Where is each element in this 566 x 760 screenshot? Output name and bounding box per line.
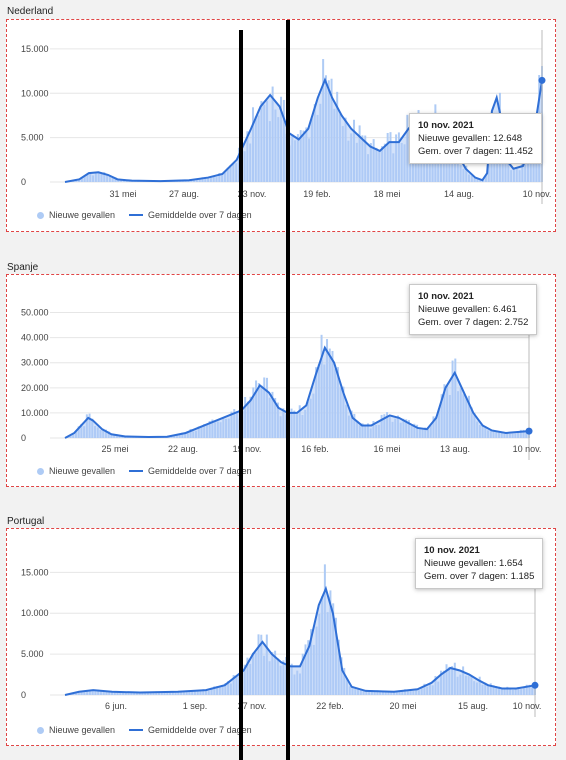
hover-point [525,427,533,435]
tooltip-cases: Nieuwe gevallen: 1.654 [424,558,523,569]
x-tick-label: 20 mei [389,701,416,711]
x-tick-label: 6 jun. [105,701,127,711]
legend-line-icon [129,214,144,216]
legend-line-icon [129,729,144,731]
vertical-marker-line [239,30,243,760]
avg-line [64,585,536,696]
chart-legend: Nieuwe gevallen Gemiddelde over 7 dagen [37,466,252,476]
x-tick-label: 14 aug. [444,189,474,199]
hover-point [531,681,539,689]
tooltip-avg: Gem. over 7 dagen: 2.752 [418,317,529,328]
tooltip-cases: Nieuwe gevallen: 12.648 [418,133,523,144]
x-tick-label: 27 nov. [238,701,267,711]
x-tick-label: 15 aug. [458,701,488,711]
x-tick-label: 16 mei [373,444,400,454]
x-tick-label: 31 mei [109,189,136,199]
tooltip-avg: Gem. over 7 dagen: 11.452 [418,146,533,157]
hover-point [538,76,546,84]
x-tick-label: 22 aug. [168,444,198,454]
vertical-marker-line [286,20,290,760]
panel-title-nederland: Nederland [7,6,54,17]
y-tick-label: 10.000 [21,88,49,98]
avg-area [65,347,529,438]
panel-title-spanje: Spanje [7,262,39,273]
chart-panel-spanje: 0 10.000 20.000 30.000 40.000 50.000 25 mei 22 … [6,274,556,487]
y-tick-label: 15.000 [21,44,49,54]
y-tick-label: 10.000 [21,608,49,618]
x-tick-label: 13 aug. [440,444,470,454]
tooltip-date: 10 nov. 2021 [418,291,474,302]
x-tick-label: 19 feb. [303,189,331,199]
x-tick-label: 18 mei [373,189,400,199]
y-tick-label: 20.000 [21,383,49,393]
legend-dot-icon [37,467,44,475]
legend-label-cases: Nieuwe gevallen [49,725,116,735]
y-tick-label: 0 [21,177,26,187]
y-tick-label: 15.000 [21,567,49,577]
x-tick-label: 10 nov. [523,189,552,199]
x-tick-label: 23 nov. [238,189,267,199]
x-tick-label: 16 feb. [301,444,329,454]
panel-title-portugal: Portugal [7,516,45,527]
chart-panel-nederland: 0 5.000 10.000 15.000 31 mei 27 aug. 23 nov. 19… [6,19,556,232]
y-tick-label: 10.000 [21,408,49,418]
x-tick-label: 10 nov. [513,701,542,711]
y-tick-label: 50.000 [21,308,49,318]
x-tick-label: 25 mei [101,444,128,454]
legend-dot-icon [37,726,44,734]
x-tick-label: 27 aug. [169,189,199,199]
legend-label-avg: Gemiddelde over 7 dagen [148,210,252,220]
tooltip-avg: Gem. over 7 dagen: 1.185 [424,571,535,582]
tooltip-cases: Nieuwe gevallen: 6.461 [418,304,517,315]
chart-legend: Nieuwe gevallen Gemiddelde over 7 dagen [37,725,252,735]
y-tick-label: 40.000 [21,333,49,343]
legend-label-avg: Gemiddelde over 7 dagen [148,466,252,476]
tooltip-date: 10 nov. 2021 [418,120,474,131]
y-tick-label: 0 [21,433,26,443]
x-tick-label: 10 nov. [513,444,542,454]
chart-svg[interactable]: 0 5.000 10.000 15.000 6 jun. 1 sep. 27 nov. 22 … [7,529,555,745]
x-tick-label: 22 feb. [316,701,344,711]
legend-label-cases: Nieuwe gevallen [49,466,116,476]
avg-line [64,345,530,439]
chart-tooltip: 10 nov. 2021 Nieuwe gevallen: 12.648 Gem… [409,113,542,164]
legend-line-icon [129,470,144,472]
avg-area [65,588,535,695]
chart-panel-portugal: 0 5.000 10.000 15.000 6 jun. 1 sep. 27 nov. 22 … [6,528,556,746]
x-tick-label: 19 nov. [233,444,262,454]
legend-dot-icon [37,211,44,219]
y-tick-label: 30.000 [21,358,49,368]
y-tick-label: 5.000 [21,649,44,659]
chart-tooltip: 10 nov. 2021 Nieuwe gevallen: 1.654 Gem.… [415,538,544,589]
y-tick-label: 0 [21,690,26,700]
chart-legend: Nieuwe gevallen Gemiddelde over 7 dagen [37,210,252,220]
y-tick-label: 5.000 [21,133,44,143]
chart-tooltip: 10 nov. 2021 Nieuwe gevallen: 6.461 Gem.… [409,284,538,335]
x-tick-label: 1 sep. [183,701,208,711]
legend-label-cases: Nieuwe gevallen [49,210,116,220]
tooltip-date: 10 nov. 2021 [424,545,480,556]
legend-label-avg: Gemiddelde over 7 dagen [148,725,252,735]
